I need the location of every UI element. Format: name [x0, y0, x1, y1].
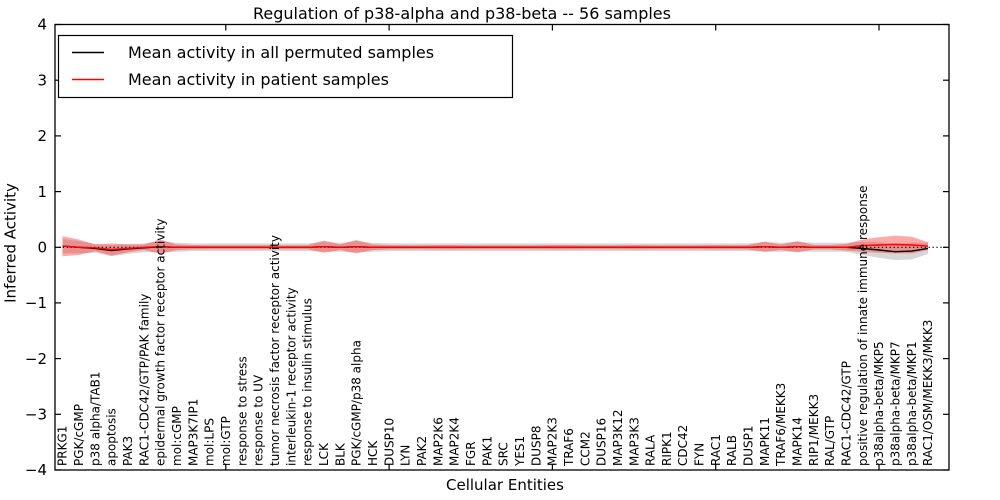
x-category-label: PGK/cGMP/p38 alpha — [350, 340, 364, 466]
x-category-label: RAC1 — [709, 434, 723, 466]
x-category-label: RAC1-CDC42/GTP — [840, 361, 854, 466]
x-category-label: MAP3K7IP1 — [186, 399, 200, 466]
x-category-label: RIP1/MEKK3 — [807, 394, 821, 466]
x-category-label: TRAF6/MEKK3 — [774, 383, 788, 467]
y-axis-label: Inferred Activity — [2, 183, 20, 303]
x-category-label: RAC1-CDC42/GTP/PAK family — [137, 294, 151, 466]
legend-label-permuted-samples: Mean activity in all permuted samples — [128, 43, 434, 62]
x-category-label: PGK/cGMP — [72, 404, 86, 466]
x-category-label: MAPK14 — [791, 417, 805, 466]
x-category-label: MAP2K6 — [431, 417, 445, 466]
x-category-label: MAP2K4 — [448, 417, 462, 466]
y-tick-label: −2 — [25, 350, 47, 368]
x-category-label: mol:GTP — [219, 416, 233, 466]
x-category-label: tumor necrosis factor receptor activity — [268, 235, 282, 466]
y-tick-label: 0 — [37, 238, 47, 256]
y-tick-label: 2 — [37, 127, 47, 145]
x-category-label: PAK3 — [121, 436, 135, 466]
y-tick-label: −4 — [25, 461, 47, 479]
legend-label-patient-samples: Mean activity in patient samples — [128, 70, 389, 89]
x-category-label: LYN — [399, 445, 413, 466]
x-axis-label: Cellular Entities — [446, 476, 564, 494]
x-category-label: PRKG1 — [56, 426, 70, 466]
permuted-confidence-band — [62, 238, 928, 261]
x-category-label: SRC — [497, 442, 511, 466]
x-category-label: CDC42 — [676, 425, 690, 466]
x-category-label: LCK — [317, 442, 331, 466]
x-category-label: CCM2 — [578, 431, 592, 466]
x-category-label: RAL/GTP — [823, 416, 837, 466]
y-tick-label: 3 — [37, 71, 47, 89]
x-category-label: DUSP8 — [529, 425, 543, 466]
x-category-label: DUSP1 — [742, 425, 756, 466]
x-category-label: p38alpha-beta/MKP7 — [889, 341, 903, 466]
x-category-label: HCK — [366, 440, 380, 466]
x-category-label: RALB — [725, 435, 739, 466]
x-category-label: mol:cGMP — [170, 406, 184, 466]
x-category-label: response to stress — [235, 356, 249, 466]
legend: Mean activity in all permuted samples Me… — [57, 34, 514, 99]
x-category-label: RALA — [644, 434, 658, 466]
y-tick-label: −3 — [25, 406, 47, 424]
x-category-label: p38alpha-beta/MKP1 — [905, 341, 919, 466]
x-category-label: p38 alpha/TAB1 — [88, 372, 102, 466]
y-tick-label: 4 — [37, 16, 47, 34]
y-tick-label: 1 — [37, 183, 47, 201]
x-category-label: PAK1 — [480, 436, 494, 466]
chart-title: Regulation of p38-alpha and p38-beta -- … — [253, 4, 671, 23]
x-category-label: MAP3K12 — [611, 409, 625, 466]
x-category-label: MAP2K3 — [546, 417, 560, 466]
x-category-label: mol:LPS — [203, 418, 217, 466]
x-category-label: interleukin-1 receptor activity — [284, 287, 298, 466]
x-category-label: RAC1/OSM/MEKK3/MKK3 — [921, 320, 935, 466]
y-tick-label: −1 — [25, 294, 47, 312]
x-category-label: TRAF6 — [562, 428, 576, 467]
x-category-label: FGR — [464, 441, 478, 466]
x-category-label: RIPK1 — [660, 431, 674, 466]
x-category-label: apoptosis — [105, 408, 119, 466]
plot-area: −4 −3 −2 −1 0 1 2 3 4 PRKG1 PGK/cGMP p38 alpha/TAB1… — [25, 16, 950, 479]
legend-box — [57, 34, 514, 99]
x-category-label: response to insulin stimulus — [301, 298, 315, 466]
x-category-label: positive regulation of innate immune res… — [856, 186, 870, 466]
x-category-label: YES1 — [513, 436, 527, 467]
x-category-label: MAP3K3 — [627, 417, 641, 466]
x-category-label: DUSP10 — [382, 418, 396, 466]
x-category-label: PAK2 — [415, 436, 429, 466]
x-category-label: MAPK11 — [758, 417, 772, 466]
x-category-label: response to UV — [252, 374, 266, 466]
patient-confidence-band — [62, 235, 928, 257]
x-category-label: DUSP16 — [595, 418, 609, 466]
x-category-label: epidermal growth factor receptor activit… — [154, 219, 168, 466]
patient-mean-line — [62, 243, 929, 251]
x-category-label: p38alpha-beta/MKP5 — [872, 341, 886, 466]
x-category-label: BLK — [333, 442, 347, 466]
x-category-label: FYN — [693, 443, 707, 466]
